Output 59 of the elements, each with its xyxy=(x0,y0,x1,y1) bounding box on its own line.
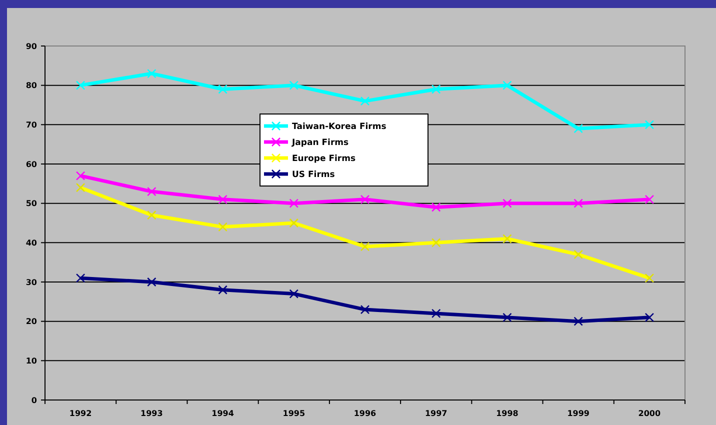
point xyxy=(147,68,156,78)
x-tick-label: 1998 xyxy=(496,409,519,418)
point xyxy=(431,238,441,248)
point xyxy=(431,84,441,94)
point xyxy=(289,80,299,90)
point xyxy=(502,312,512,322)
point xyxy=(289,218,299,228)
point xyxy=(218,194,228,204)
point xyxy=(289,198,299,208)
x-tick-label: 1992 xyxy=(69,409,92,418)
y-tick-label: 70 xyxy=(26,120,38,130)
point xyxy=(147,186,156,196)
point xyxy=(360,242,370,252)
y-tick-label: 0 xyxy=(31,396,38,405)
y-tick-label: 50 xyxy=(26,199,38,208)
point xyxy=(644,120,654,130)
y-tick-label: 30 xyxy=(26,278,38,287)
point xyxy=(431,202,441,212)
point xyxy=(431,308,441,318)
point xyxy=(502,80,512,90)
y-tick-label: 90 xyxy=(26,42,38,51)
x-tick-label: 2000 xyxy=(638,409,662,418)
point xyxy=(502,234,512,244)
legend-label: Europe Firms xyxy=(292,154,356,164)
point xyxy=(360,194,370,204)
legend-label: Japan Firms xyxy=(291,138,349,148)
point xyxy=(574,124,583,134)
point xyxy=(147,277,156,287)
point xyxy=(76,273,86,283)
point xyxy=(289,289,299,298)
point xyxy=(574,250,583,260)
y-tick-label: 60 xyxy=(26,160,38,169)
x-tick-label: 1994 xyxy=(212,409,234,418)
x-tick-label: 1995 xyxy=(282,409,306,418)
legend-label: US Firms xyxy=(292,170,335,180)
point xyxy=(218,84,228,94)
point xyxy=(218,285,228,295)
y-tick-label: 20 xyxy=(26,317,38,326)
point xyxy=(644,273,654,283)
point xyxy=(360,304,370,314)
point xyxy=(574,316,583,326)
point xyxy=(76,171,86,180)
point xyxy=(644,312,654,322)
x-tick-label: 1993 xyxy=(140,409,163,418)
y-tick-label: 40 xyxy=(26,238,38,248)
legend-label: Taiwan-Korea Firms xyxy=(292,122,386,132)
point xyxy=(147,210,156,220)
x-tick-label: 1996 xyxy=(354,409,377,418)
y-tick-label: 80 xyxy=(26,81,38,90)
point xyxy=(574,198,583,208)
point xyxy=(76,182,86,192)
point xyxy=(360,96,370,106)
point xyxy=(218,222,228,232)
point xyxy=(644,194,654,204)
point xyxy=(502,198,512,208)
x-tick-label: 1999 xyxy=(567,409,590,418)
point xyxy=(76,80,86,90)
x-tick-label: 1997 xyxy=(424,409,448,418)
y-tick-label: 10 xyxy=(26,356,38,366)
